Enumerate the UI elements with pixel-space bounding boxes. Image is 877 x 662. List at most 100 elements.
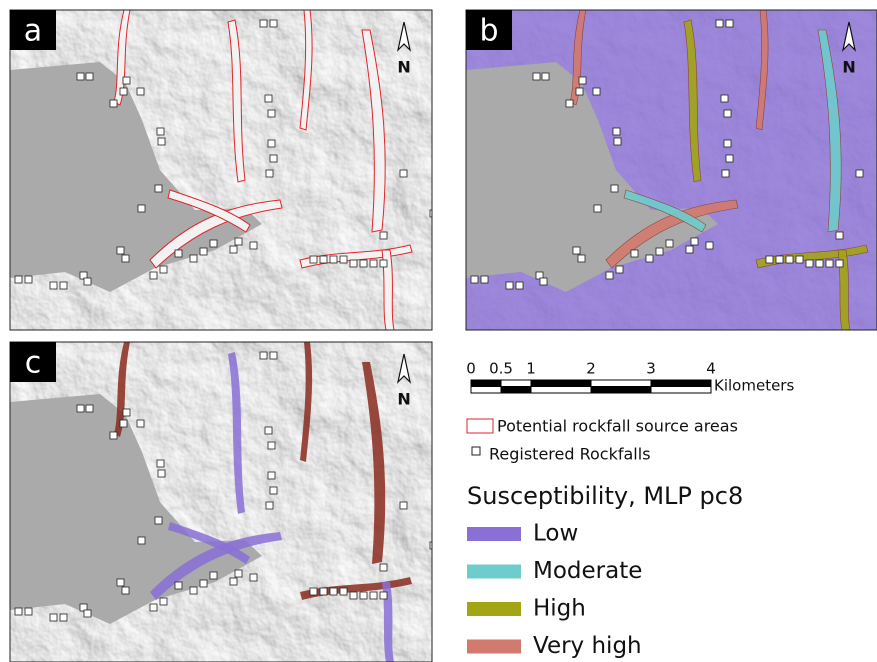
rockfall [320,256,327,263]
rockfall [370,592,377,599]
rockfall [806,260,813,267]
rockfall [836,260,843,267]
rockfall [86,405,93,412]
rockfall [816,260,823,267]
rockfall [150,604,157,611]
scale-seg [531,380,591,387]
scale-tick-label: 2 [586,360,596,378]
rockfall [776,256,783,263]
rockfall [268,110,275,117]
rockfall [110,432,117,439]
rockfall [340,256,347,263]
rockfall [266,170,273,177]
class-swatch [467,640,521,654]
rockfall [260,352,267,359]
rockfall [576,88,583,95]
rockfall [60,282,67,289]
map-panel: N [10,342,437,662]
scale-seg [531,387,591,394]
rockfall [84,610,91,617]
map-panel: N [10,10,437,330]
rockfall [380,592,387,599]
rockfall [50,614,57,621]
rockfall [400,502,407,509]
rockfall [60,614,67,621]
rockfall [430,542,437,549]
rockfall [722,170,729,177]
rockfall [721,95,728,102]
rockfall [200,248,207,255]
rockfall [86,73,93,80]
rockfall [786,256,793,263]
source-swatch [467,419,493,433]
rockfall [137,88,144,95]
rockfall [266,502,273,509]
rockfall [117,247,124,254]
rockfall [175,582,182,589]
rockfall [120,88,127,95]
rockfall [155,517,162,524]
scale-tick-label: 4 [706,360,716,378]
rockfall [175,250,182,257]
legend-text: Potential rockfall source areas [497,417,738,436]
rockfall [50,282,57,289]
class-label: Very high [533,633,642,659]
rockfall [360,260,367,267]
scale-seg [501,387,531,394]
panel-label: c [25,346,42,381]
rockfall [268,140,275,147]
rockfall [190,255,197,262]
rockfall [533,73,540,80]
rockfall [160,598,167,605]
class-swatch [467,565,521,579]
rockfall [158,470,165,477]
rockfall [540,278,547,285]
class-label: Moderate [533,558,642,584]
page: NaNbNc00.51234KilometersPotential rockfa… [0,0,877,662]
rockfall [481,276,488,283]
rockfall [15,276,22,283]
rockfall [796,256,803,263]
rockfall [594,205,601,212]
north-label: N [842,58,855,77]
rockfall [320,588,327,595]
rockfall [138,205,145,212]
panel-label: b [479,14,498,49]
rockfall [691,238,698,245]
panel-label: a [24,14,42,49]
rockfall [836,232,843,239]
scale-seg [591,387,651,394]
rockfall [716,20,723,27]
rockfall [160,266,167,273]
rockfall [542,73,549,80]
rockfall [210,572,217,579]
rockfall [250,242,257,249]
rockfall [310,256,317,263]
rockfall [631,250,638,257]
figure: NaNbNc00.51234KilometersPotential rockfa… [0,0,877,662]
rockfall [579,77,586,84]
rockfall [766,256,773,263]
rockfall [157,128,164,135]
rockfall [260,20,267,27]
rockfall [137,420,144,427]
rockfall [138,537,145,544]
rockfall [380,564,387,571]
rockfall [706,242,713,249]
rockfall-swatch [472,447,480,455]
scale-tick-label: 0 [466,360,476,378]
rockfall [726,155,733,162]
rockfall [360,592,367,599]
class-swatch [467,527,521,541]
rockfall [230,246,237,253]
rockfall [122,255,129,262]
rockfall [606,272,613,279]
rockfall [25,608,32,615]
rockfall [270,352,277,359]
rockfall [666,240,673,247]
rockfall [110,100,117,107]
rockfall [190,587,197,594]
rockfall [84,278,91,285]
rockfall [155,185,162,192]
rockfall [573,247,580,254]
